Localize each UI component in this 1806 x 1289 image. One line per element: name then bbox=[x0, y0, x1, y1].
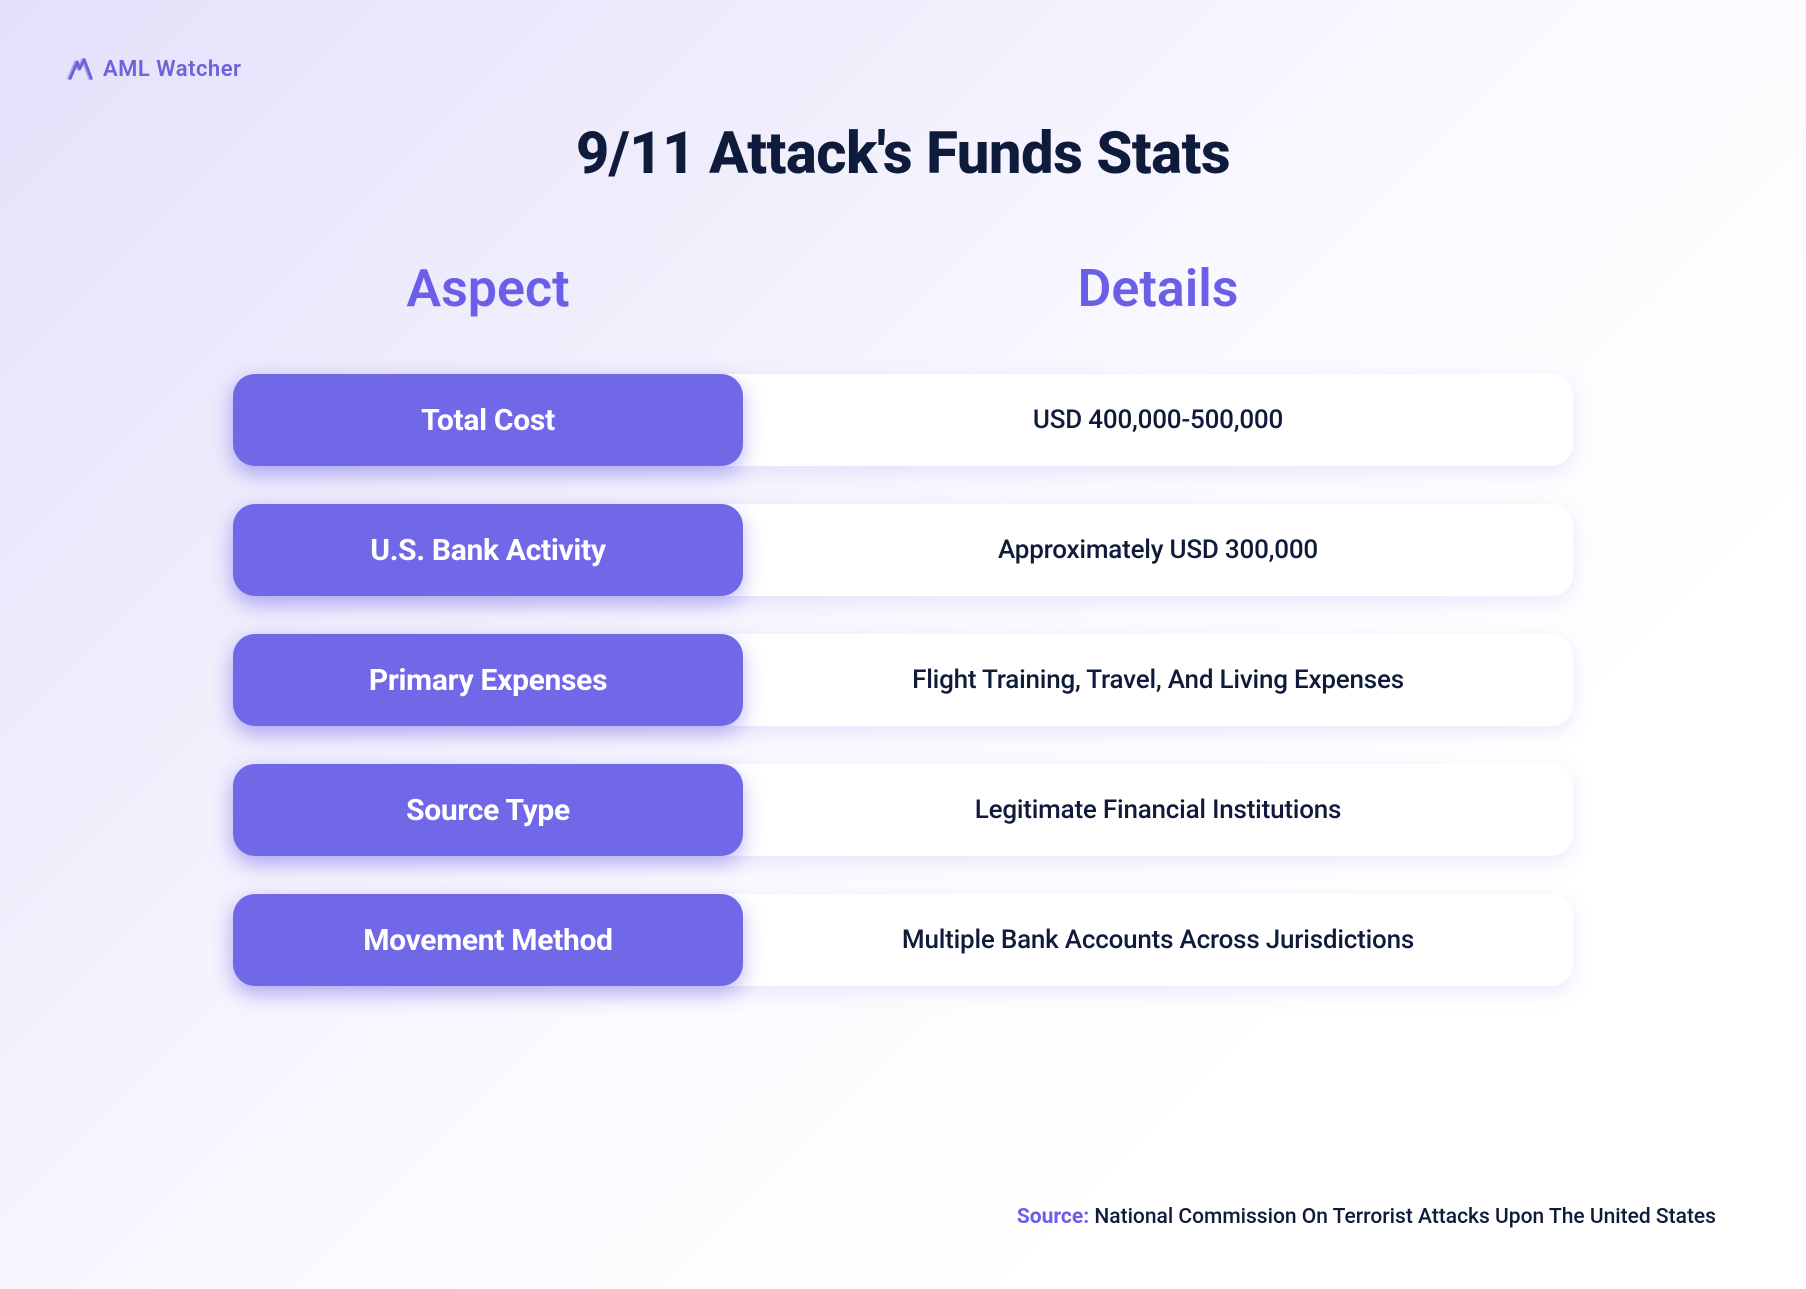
page-title: 9/11 Attack's Funds Stats bbox=[576, 120, 1230, 188]
header-aspect: Aspect bbox=[233, 258, 743, 319]
aspect-cell: Source Type bbox=[233, 764, 743, 856]
details-cell: Multiple Bank Accounts Across Jurisdicti… bbox=[743, 894, 1573, 986]
details-cell: Flight Training, Travel, And Living Expe… bbox=[743, 634, 1573, 726]
column-headers: Aspect Details bbox=[233, 258, 1573, 319]
details-cell: Approximately USD 300,000 bbox=[743, 504, 1573, 596]
details-cell: USD 400,000-500,000 bbox=[743, 374, 1573, 466]
source-text: National Commission On Terrorist Attacks… bbox=[1094, 1205, 1716, 1229]
source-citation: Source: National Commission On Terrorist… bbox=[1017, 1205, 1716, 1229]
infographic-container: 9/11 Attack's Funds Stats Aspect Details… bbox=[0, 0, 1806, 986]
aspect-cell: Primary Expenses bbox=[233, 634, 743, 726]
table-row: Primary Expenses Flight Training, Travel… bbox=[233, 634, 1573, 726]
table-row: Source Type Legitimate Financial Institu… bbox=[233, 764, 1573, 856]
details-cell: Legitimate Financial Institutions bbox=[743, 764, 1573, 856]
aspect-cell: U.S. Bank Activity bbox=[233, 504, 743, 596]
header-details: Details bbox=[743, 258, 1573, 319]
logo-icon bbox=[65, 55, 93, 83]
table-rows: Total Cost USD 400,000-500,000 U.S. Bank… bbox=[233, 374, 1573, 986]
aspect-cell: Movement Method bbox=[233, 894, 743, 986]
brand-name: AML Watcher bbox=[103, 57, 241, 82]
source-label: Source: bbox=[1017, 1205, 1089, 1229]
aspect-cell: Total Cost bbox=[233, 374, 743, 466]
table-row: U.S. Bank Activity Approximately USD 300… bbox=[233, 504, 1573, 596]
brand-logo: AML Watcher bbox=[65, 55, 241, 83]
table-row: Movement Method Multiple Bank Accounts A… bbox=[233, 894, 1573, 986]
table-row: Total Cost USD 400,000-500,000 bbox=[233, 374, 1573, 466]
